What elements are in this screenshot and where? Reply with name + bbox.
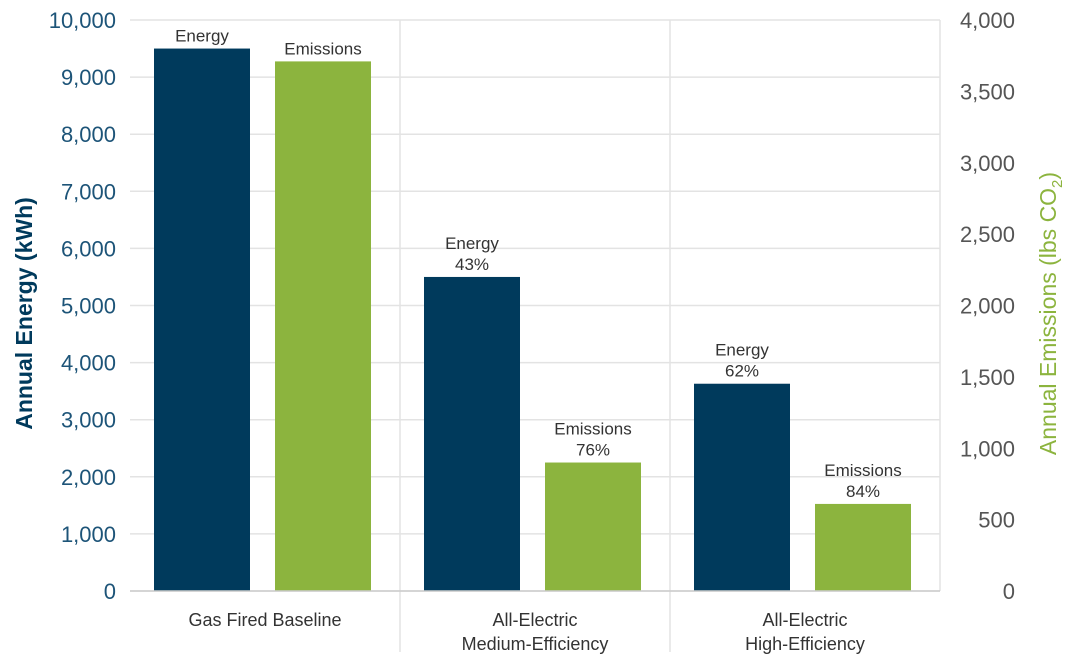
y-right-tick-label: 500 xyxy=(978,508,1015,533)
data-label: 76% xyxy=(576,441,610,460)
x-category-label: High-Efficiency xyxy=(745,634,865,654)
energy-bar xyxy=(424,276,520,591)
y-left-axis-title: Annual Energy (kWh) xyxy=(11,197,37,430)
y-right-tick-label: 4,000 xyxy=(960,8,1015,33)
y-left-tick-label: 2,000 xyxy=(61,465,116,490)
x-category-label: All-Electric xyxy=(492,610,577,630)
data-label: Energy xyxy=(715,341,769,360)
y-right-tick-label: 1,000 xyxy=(960,436,1015,461)
x-category-label: Medium-Efficiency xyxy=(462,634,609,654)
y-left-tick-label: 7,000 xyxy=(61,179,116,204)
y-left-tick-label: 5,000 xyxy=(61,294,116,319)
y-left-tick-label: 6,000 xyxy=(61,236,116,261)
y-left-tick-label: 8,000 xyxy=(61,122,116,147)
y-right-tick-label: 3,000 xyxy=(960,151,1015,176)
x-category-label: All-Electric xyxy=(762,610,847,630)
energy-bar xyxy=(154,48,250,592)
y-left-tick-label: 0 xyxy=(104,579,116,604)
data-label: 84% xyxy=(846,482,880,501)
energy-bar xyxy=(694,383,790,591)
data-label: Energy xyxy=(175,27,229,46)
y-right-tick-label: 2,000 xyxy=(960,294,1015,319)
y-right-axis-title-text: Annual Emissions (lbs CO xyxy=(1035,188,1061,455)
y-right-axis-title: Annual Emissions (lbs CO2) xyxy=(1035,172,1066,455)
y-left-tick-label: 3,000 xyxy=(61,408,116,433)
y-right-axis-title-suffix: ) xyxy=(1035,172,1061,180)
y-right-tick-label: 1,500 xyxy=(960,365,1015,390)
bars xyxy=(154,48,911,592)
emissions-bar xyxy=(815,503,911,591)
data-label: Emissions xyxy=(284,39,361,58)
y-right-tick-label: 3,500 xyxy=(960,79,1015,104)
axes: 0 1,000 2,000 3,000 4,000 5,000 6,000 7,000 8,00… xyxy=(11,8,1066,654)
y-left-tick-label: 4,000 xyxy=(61,351,116,376)
y-left-tick-label: 9,000 xyxy=(61,65,116,90)
y-right-tick-label: 2,500 xyxy=(960,222,1015,247)
data-labels: Energy Energy 43% Energy 62% Emissions Emissio… xyxy=(175,27,902,501)
emissions-bar xyxy=(275,61,371,591)
y-right-tick-label: 0 xyxy=(1003,579,1015,604)
x-category-label: Gas Fired Baseline xyxy=(188,610,341,630)
y-right-axis-title-subscript: 2 xyxy=(1049,180,1066,188)
y-left-tick-label: 10,000 xyxy=(49,8,116,33)
data-label: 62% xyxy=(725,362,759,381)
grid-lines xyxy=(130,19,941,652)
data-label: Emissions xyxy=(824,461,901,480)
emissions-bar xyxy=(545,462,641,591)
y-left-tick-label: 1,000 xyxy=(61,522,116,547)
data-label: 43% xyxy=(455,255,489,274)
data-label: Emissions xyxy=(554,420,631,439)
data-label: Energy xyxy=(445,234,499,253)
